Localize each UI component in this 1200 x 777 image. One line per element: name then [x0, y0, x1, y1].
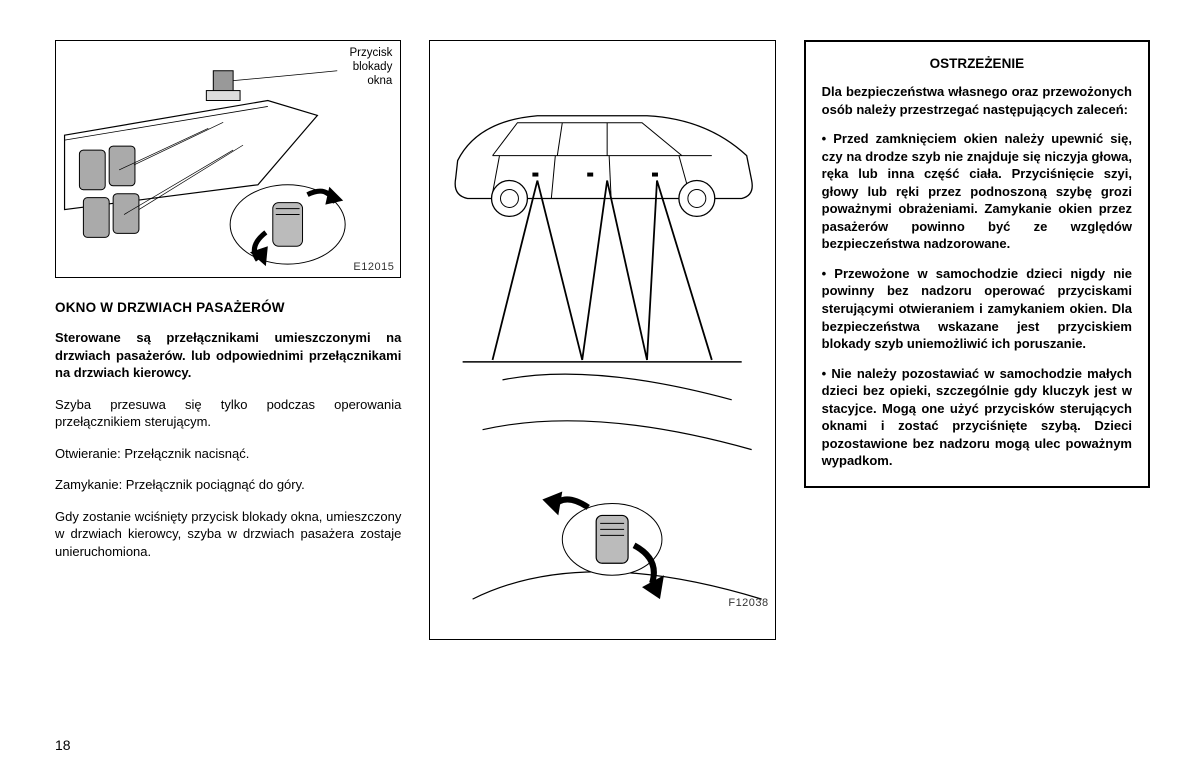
paragraph-intro: Sterowane są przełącznikami umieszczonym… — [55, 329, 401, 382]
warning-bullet: • Przewożone w samochodzie dzieci nigdy … — [822, 265, 1132, 353]
warning-bullet: • Przed zamknięciem okien należy upewnić… — [822, 130, 1132, 253]
column-middle: F12038 — [429, 40, 775, 747]
figure1-code: E12015 — [353, 261, 394, 273]
figure2-code: F12038 — [728, 597, 768, 609]
warning-intro: Dla bezpieczeństwa własnego oraz przewoż… — [822, 83, 1132, 118]
callout-text: okna — [367, 75, 392, 87]
figure-window-lock-switches: Przycisk blokady okna E12015 — [55, 40, 401, 278]
paragraph: Szyba przesuwa się tylko podczas operowa… — [55, 396, 401, 431]
page-content: Przycisk blokady okna E12015 OKNO W DRZW… — [55, 40, 1150, 747]
paragraph: Zamykanie: Przełącznik pociągnąć do góry… — [55, 476, 401, 494]
paragraph: Otwieranie: Przełącznik nacisnąć. — [55, 445, 401, 463]
warning-bullet: • Nie należy pozostawiać w samochodzie m… — [822, 365, 1132, 470]
illustration-car-and-switch — [430, 41, 774, 639]
figure1-callout: Przycisk blokady okna — [350, 47, 393, 88]
column-right: OSTRZEŻENIE Dla bezpieczeństwa własnego … — [804, 40, 1150, 747]
callout-text: blokady — [353, 61, 393, 73]
column-left: Przycisk blokady okna E12015 OKNO W DRZW… — [55, 40, 401, 747]
page-number: 18 — [55, 737, 71, 753]
warning-box: OSTRZEŻENIE Dla bezpieczeństwa własnego … — [804, 40, 1150, 488]
section-heading: OKNO W DRZWIACH PASAŻERÓW — [55, 300, 401, 315]
warning-title: OSTRZEŻENIE — [822, 56, 1132, 71]
figure-passenger-windows: F12038 — [429, 40, 775, 640]
paragraph: Gdy zostanie wciśnięty przycisk blokady … — [55, 508, 401, 561]
callout-text: Przycisk — [350, 47, 393, 59]
